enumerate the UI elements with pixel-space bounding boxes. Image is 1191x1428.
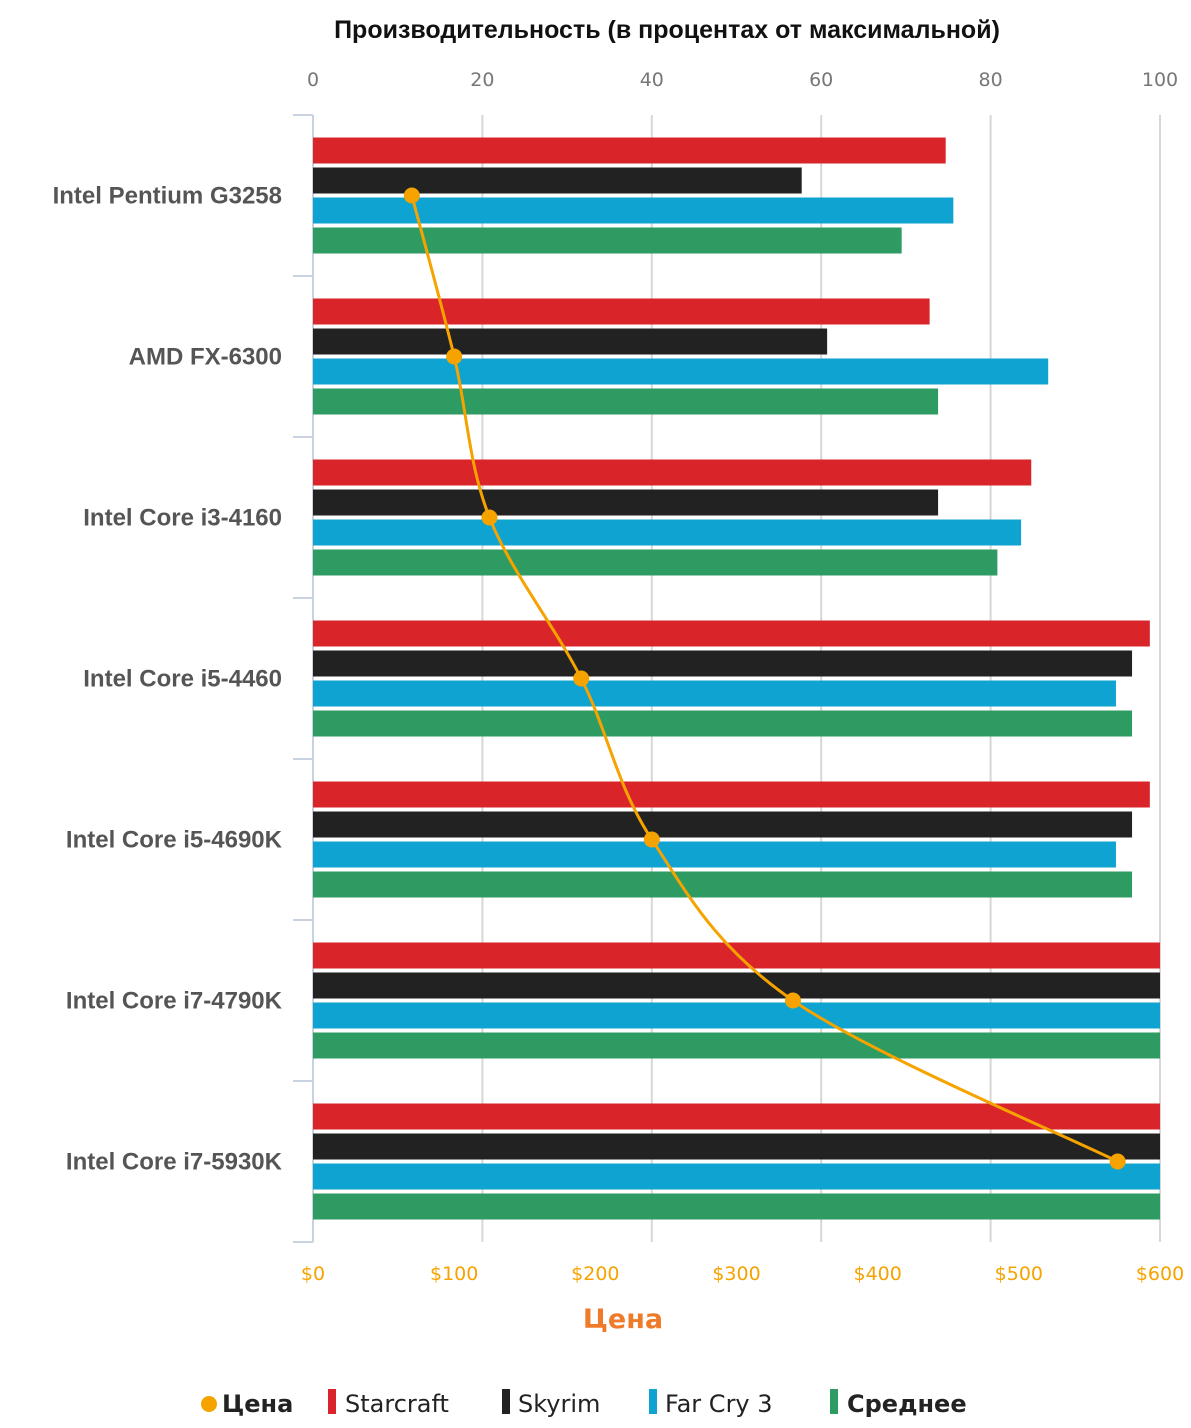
bar bbox=[313, 358, 1049, 385]
legend-label: Far Cry 3 bbox=[665, 1390, 773, 1418]
legend-label: Цена bbox=[222, 1390, 293, 1418]
bar bbox=[313, 137, 946, 164]
category-label: Intel Core i5-4460 bbox=[83, 666, 282, 693]
legend-marker-dot bbox=[201, 1396, 217, 1412]
bar bbox=[313, 1163, 1160, 1190]
bottom-axis-title: Цена bbox=[583, 1304, 663, 1335]
top-tick-label: 60 bbox=[809, 69, 833, 91]
bar bbox=[313, 1193, 1160, 1220]
bottom-tick-label: $600 bbox=[1136, 1263, 1184, 1285]
category-axis: Intel Pentium G3258 AMD FX-6300 Intel Core… bbox=[53, 114, 314, 1243]
bar bbox=[313, 781, 1150, 808]
price-line bbox=[410, 195, 1119, 1163]
price-point bbox=[403, 187, 420, 204]
price-point bbox=[481, 509, 498, 526]
top-tick-label: 40 bbox=[640, 69, 664, 91]
bar bbox=[313, 871, 1133, 898]
price-point bbox=[784, 992, 801, 1009]
bottom-tick-label: $300 bbox=[712, 1263, 760, 1285]
category-label: Intel Core i7-4790K bbox=[66, 988, 283, 1015]
legend-marker-bar bbox=[649, 1389, 657, 1414]
bar bbox=[313, 811, 1133, 838]
legend-marker-bar bbox=[502, 1389, 510, 1414]
bar bbox=[313, 328, 828, 355]
chart-title: Производительность (в процентах от макси… bbox=[334, 16, 1000, 44]
top-tick-label: 80 bbox=[979, 69, 1003, 91]
bars bbox=[313, 137, 1160, 1220]
legend-marker-bar bbox=[328, 1389, 336, 1414]
bar bbox=[313, 620, 1150, 647]
price-point bbox=[1109, 1153, 1126, 1170]
bar bbox=[313, 1002, 1160, 1029]
bar bbox=[313, 650, 1133, 677]
bar bbox=[313, 227, 902, 254]
top-axis-ticks: 0 20 40 60 80 100 bbox=[307, 69, 1178, 91]
bar bbox=[313, 459, 1032, 486]
category-label: Intel Core i7-5930K bbox=[66, 1149, 283, 1176]
legend-label: Skyrim bbox=[518, 1390, 600, 1418]
bar bbox=[313, 841, 1116, 868]
top-tick-label: 20 bbox=[470, 69, 494, 91]
bar bbox=[313, 1032, 1160, 1059]
bar bbox=[313, 972, 1160, 999]
bar bbox=[313, 489, 939, 516]
category-label: Intel Core i5-4690K bbox=[66, 827, 283, 854]
bar bbox=[313, 1103, 1160, 1130]
bottom-tick-label: $500 bbox=[995, 1263, 1043, 1285]
bottom-tick-label: $0 bbox=[301, 1263, 325, 1285]
legend: Цена Starcraft Skyrim Far Cry 3 Среднее bbox=[201, 1389, 967, 1418]
bottom-tick-label: $400 bbox=[853, 1263, 901, 1285]
top-tick-label: 0 bbox=[307, 69, 319, 91]
price-point bbox=[573, 670, 590, 687]
legend-label: Среднее bbox=[847, 1390, 967, 1418]
bar bbox=[313, 167, 802, 194]
bar bbox=[313, 388, 939, 415]
top-tick-label: 100 bbox=[1142, 69, 1178, 91]
price-point bbox=[643, 831, 660, 848]
bottom-tick-label: $200 bbox=[571, 1263, 619, 1285]
bar bbox=[313, 680, 1116, 707]
bar bbox=[313, 1133, 1160, 1160]
category-label: Intel Pentium G3258 bbox=[53, 183, 282, 210]
bar bbox=[313, 710, 1133, 737]
legend-marker-bar bbox=[830, 1389, 838, 1414]
price-line-group bbox=[403, 187, 1126, 1170]
bottom-tick-label: $100 bbox=[430, 1263, 478, 1285]
category-label: Intel Core i3-4160 bbox=[83, 505, 282, 532]
category-label: AMD FX-6300 bbox=[129, 344, 282, 371]
price-point bbox=[446, 348, 463, 365]
bar bbox=[313, 549, 998, 576]
bottom-axis-ticks: $0 $100 $200 $300 $400 $500 $600 bbox=[301, 1263, 1184, 1285]
legend-label: Starcraft bbox=[345, 1390, 449, 1418]
bar bbox=[313, 519, 1022, 546]
bar bbox=[313, 298, 930, 325]
